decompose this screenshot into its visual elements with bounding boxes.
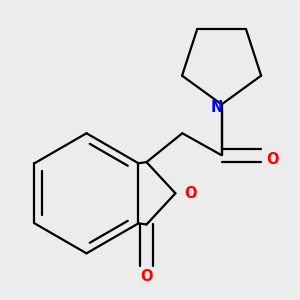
Text: O: O — [140, 269, 153, 284]
Text: N: N — [211, 100, 223, 116]
Text: O: O — [266, 152, 279, 167]
Text: O: O — [184, 186, 197, 201]
